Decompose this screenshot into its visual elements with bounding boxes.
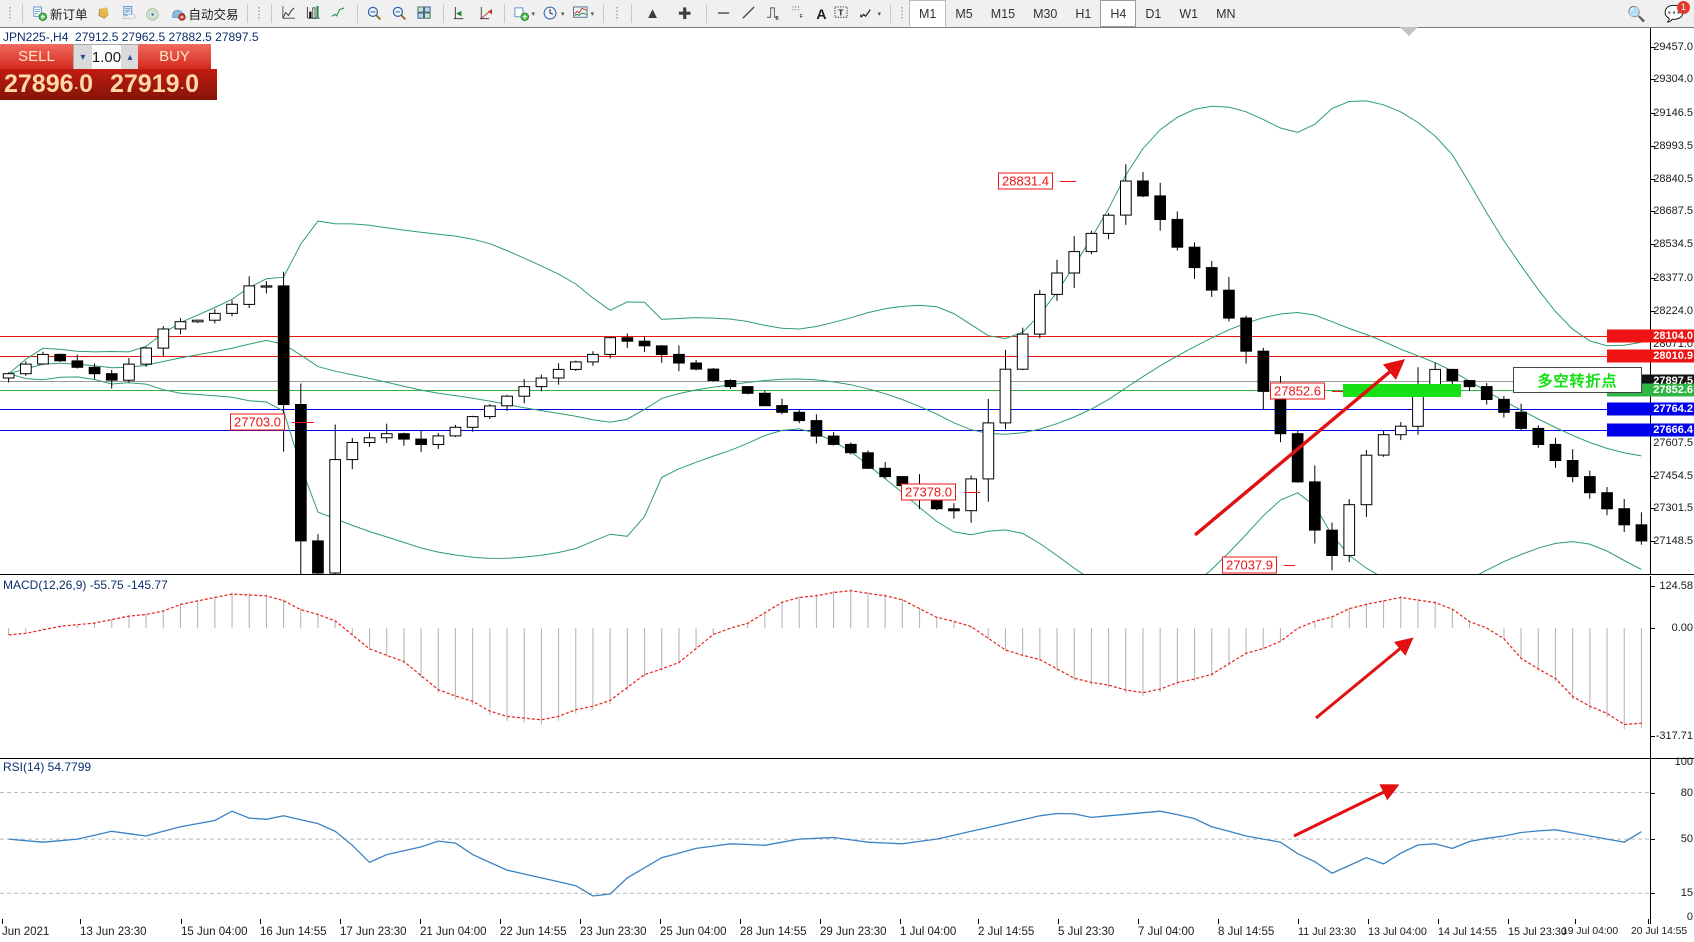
- svg-text:F: F: [800, 14, 804, 20]
- svg-text:E: E: [776, 16, 780, 21]
- svg-text:T: T: [839, 7, 845, 17]
